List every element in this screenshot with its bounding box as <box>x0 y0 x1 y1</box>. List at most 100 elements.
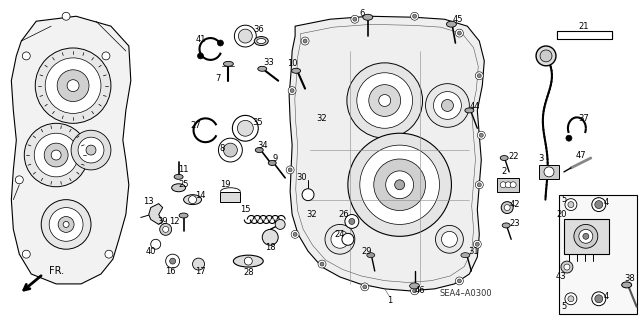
Text: 37: 37 <box>579 114 589 123</box>
Text: 12: 12 <box>170 217 180 226</box>
Text: 23: 23 <box>510 219 520 228</box>
Text: 5: 5 <box>561 195 566 204</box>
Circle shape <box>510 182 516 188</box>
Ellipse shape <box>254 37 268 46</box>
Text: 6: 6 <box>359 9 365 18</box>
Circle shape <box>413 289 417 293</box>
Circle shape <box>57 70 89 101</box>
Circle shape <box>476 181 483 189</box>
Text: 2: 2 <box>502 167 507 176</box>
Text: 40: 40 <box>145 247 156 256</box>
Text: 46: 46 <box>414 286 425 295</box>
Circle shape <box>286 166 294 174</box>
Circle shape <box>357 73 413 128</box>
Circle shape <box>363 285 367 289</box>
Circle shape <box>232 115 259 141</box>
Ellipse shape <box>502 223 510 228</box>
Text: 35: 35 <box>252 118 262 127</box>
Text: 17: 17 <box>195 266 206 276</box>
Bar <box>497 178 519 192</box>
Text: 3: 3 <box>538 153 544 162</box>
Circle shape <box>426 84 469 127</box>
Circle shape <box>477 74 481 78</box>
Circle shape <box>458 279 461 283</box>
Circle shape <box>293 232 297 236</box>
Circle shape <box>476 72 483 80</box>
Text: 13: 13 <box>143 197 154 206</box>
Circle shape <box>568 296 574 302</box>
Text: 30: 30 <box>297 173 307 182</box>
Circle shape <box>223 143 237 157</box>
Circle shape <box>237 120 253 136</box>
Circle shape <box>51 150 61 160</box>
Bar <box>220 192 241 202</box>
Circle shape <box>456 277 463 285</box>
Circle shape <box>411 12 419 20</box>
Text: 25: 25 <box>179 180 189 189</box>
Ellipse shape <box>174 174 183 179</box>
Circle shape <box>386 171 413 199</box>
Ellipse shape <box>258 66 267 71</box>
Ellipse shape <box>461 253 470 258</box>
Circle shape <box>62 12 70 20</box>
Circle shape <box>86 145 96 155</box>
Circle shape <box>234 25 256 47</box>
Circle shape <box>189 196 196 204</box>
Circle shape <box>35 48 111 123</box>
Circle shape <box>45 58 101 114</box>
Ellipse shape <box>234 255 263 267</box>
Text: 24: 24 <box>335 230 345 239</box>
Ellipse shape <box>465 108 474 113</box>
Text: 44: 44 <box>470 102 481 111</box>
Circle shape <box>44 143 68 167</box>
Circle shape <box>49 208 83 241</box>
Circle shape <box>565 199 577 211</box>
Circle shape <box>78 137 104 163</box>
Circle shape <box>345 214 359 228</box>
Circle shape <box>458 31 461 35</box>
Circle shape <box>353 17 357 21</box>
Circle shape <box>361 283 369 291</box>
Circle shape <box>433 92 461 119</box>
Text: 27: 27 <box>190 121 201 130</box>
Text: 16: 16 <box>165 266 176 276</box>
Bar <box>539 165 559 179</box>
Text: 1: 1 <box>387 296 392 305</box>
Circle shape <box>318 260 326 268</box>
Circle shape <box>565 293 577 305</box>
Circle shape <box>275 219 285 229</box>
Ellipse shape <box>257 39 266 43</box>
Circle shape <box>442 100 453 111</box>
Circle shape <box>369 85 401 116</box>
Circle shape <box>595 201 603 209</box>
Circle shape <box>347 63 422 138</box>
Circle shape <box>500 182 506 188</box>
Circle shape <box>395 180 404 190</box>
Text: 45: 45 <box>452 15 463 24</box>
Text: SEA4–A0300: SEA4–A0300 <box>440 289 492 298</box>
Bar <box>557 31 612 39</box>
Circle shape <box>561 261 573 273</box>
Ellipse shape <box>367 253 375 258</box>
Circle shape <box>348 133 451 236</box>
Text: 8: 8 <box>220 144 225 152</box>
Circle shape <box>301 37 309 45</box>
Circle shape <box>504 204 510 211</box>
Circle shape <box>479 133 483 137</box>
Circle shape <box>579 229 593 243</box>
Circle shape <box>193 258 205 270</box>
Text: FR.: FR. <box>49 266 64 276</box>
Ellipse shape <box>172 184 186 192</box>
Circle shape <box>238 29 252 43</box>
Text: 32: 32 <box>307 210 317 219</box>
Polygon shape <box>148 204 163 225</box>
Circle shape <box>476 242 479 246</box>
Text: 31: 31 <box>468 247 479 256</box>
Text: 28: 28 <box>243 268 253 277</box>
Text: 29: 29 <box>362 247 372 256</box>
Text: 47: 47 <box>575 151 586 160</box>
Circle shape <box>22 250 30 258</box>
Circle shape <box>290 89 294 93</box>
Circle shape <box>442 231 458 247</box>
Circle shape <box>102 52 110 60</box>
